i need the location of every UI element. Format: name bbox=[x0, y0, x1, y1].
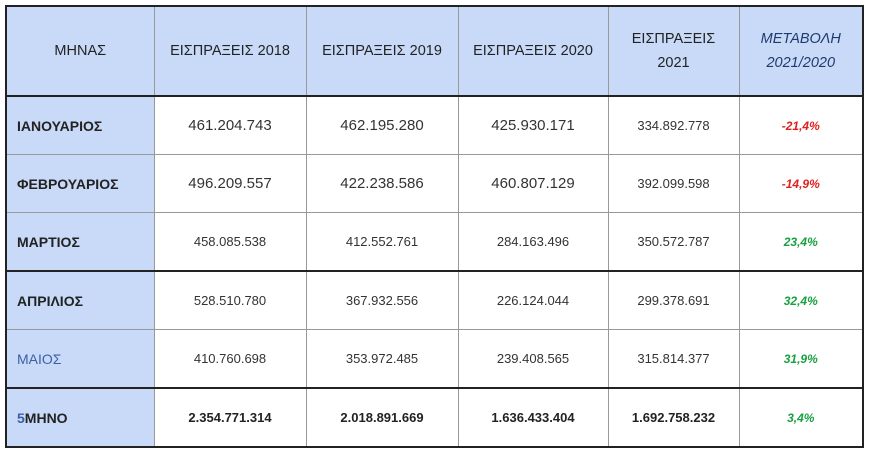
cell-text: 350.572.787 bbox=[637, 234, 710, 249]
change-cell: 23,4% bbox=[738, 212, 864, 272]
value-cell: 1.692.758.232 bbox=[607, 387, 740, 448]
value-cell: 425.930.171 bbox=[457, 95, 609, 155]
column-header: ΕΙΣΠΡΑΞΕΙΣ 2021 bbox=[607, 5, 740, 97]
table-row: ΜΑΙΟΣ 410.760.698 353.972.485 239.408.565 31… bbox=[5, 329, 864, 389]
cell-text: 3,4% bbox=[787, 410, 815, 425]
month-cell: ΜΑΙΟΣ bbox=[5, 329, 155, 389]
month-cell: ΙΑΝΟΥΑΡΙΟΣ bbox=[5, 95, 155, 155]
cell-text: 2.018.891.669 bbox=[340, 410, 424, 425]
value-cell: 458.085.538 bbox=[153, 212, 307, 272]
cell-text: 367.932.556 bbox=[345, 293, 419, 308]
cell-text: ΜΑΡΤΙΟΣ bbox=[17, 233, 80, 250]
cell-text: 32,4% bbox=[783, 293, 818, 308]
cell-text: 422.238.586 bbox=[340, 175, 424, 192]
value-cell: 334.892.778 bbox=[607, 95, 740, 155]
cell-text: 496.209.557 bbox=[188, 175, 272, 192]
value-cell: 496.209.557 bbox=[153, 154, 307, 213]
cell-text: 239.408.565 bbox=[496, 351, 570, 366]
value-cell: 460.807.129 bbox=[457, 154, 609, 213]
month-cell: ΑΠΡΙΛΙΟΣ bbox=[5, 270, 155, 330]
change-cell: -14,9% bbox=[738, 154, 864, 213]
change-cell: 31,9% bbox=[738, 329, 864, 389]
month-cell: 5ΜΗΝΟ bbox=[5, 387, 155, 448]
cell-text: ΙΑΝΟΥΑΡΙΟΣ bbox=[17, 117, 103, 134]
value-cell: 350.572.787 bbox=[607, 212, 740, 272]
cell-text: 284.163.496 bbox=[496, 234, 570, 249]
cell-text: -14,9% bbox=[781, 176, 820, 191]
value-cell: 367.932.556 bbox=[305, 270, 459, 330]
cell-text: -21,4% bbox=[781, 118, 820, 133]
cell-text: 226.124.044 bbox=[496, 293, 570, 308]
column-header: ΕΙΣΠΡΑΞΕΙΣ 2018 bbox=[153, 5, 307, 97]
cell-text: 299.378.691 bbox=[637, 293, 710, 308]
revenue-table: ΜΗΝΑΣ ΕΙΣΠΡΑΞΕΙΣ 2018 ΕΙΣΠΡΑΞΕΙΣ 2019 ΕΙΣΠΡ… bbox=[5, 5, 864, 448]
value-cell: 226.124.044 bbox=[457, 270, 609, 330]
cell-text: 23,4% bbox=[783, 234, 818, 249]
value-cell: 2.018.891.669 bbox=[305, 387, 459, 448]
value-cell: 392.099.598 bbox=[607, 154, 740, 213]
value-cell: 412.552.761 bbox=[305, 212, 459, 272]
cell-text: 410.760.698 bbox=[193, 351, 267, 366]
column-header: ΕΙΣΠΡΑΞΕΙΣ 2020 bbox=[457, 5, 609, 97]
table-row: ΦΕΒΡΟΥΑΡΙΟΣ 496.209.557 422.238.586 460.807… bbox=[5, 154, 864, 213]
cell-text: 528.510.780 bbox=[193, 293, 267, 308]
cell-text: 392.099.598 bbox=[637, 176, 710, 191]
value-cell: 461.204.743 bbox=[153, 95, 307, 155]
cell-text: ΜΑΙΟΣ bbox=[17, 350, 62, 367]
change-cell: 3,4% bbox=[738, 387, 864, 448]
table-body: ΙΑΝΟΥΑΡΙΟΣ 461.204.743 462.195.280 425.930.… bbox=[5, 95, 864, 448]
cell-text: 2.354.771.314 bbox=[188, 410, 272, 425]
table-row: ΙΑΝΟΥΑΡΙΟΣ 461.204.743 462.195.280 425.930.… bbox=[5, 95, 864, 155]
value-cell: 353.972.485 bbox=[305, 329, 459, 389]
cell-text: 5ΜΗΝΟ bbox=[17, 409, 68, 426]
cell-text: 412.552.761 bbox=[345, 234, 419, 249]
change-cell: 32,4% bbox=[738, 270, 864, 330]
table-row: ΜΑΡΤΙΟΣ 458.085.538 412.552.761 284.163.496… bbox=[5, 212, 864, 272]
value-cell: 239.408.565 bbox=[457, 329, 609, 389]
cell-text: 458.085.538 bbox=[193, 234, 267, 249]
value-cell: 315.814.377 bbox=[607, 329, 740, 389]
cell-text: 353.972.485 bbox=[345, 351, 419, 366]
cell-text: 1.692.758.232 bbox=[631, 410, 716, 425]
value-cell: 528.510.780 bbox=[153, 270, 307, 330]
value-cell: 2.354.771.314 bbox=[153, 387, 307, 448]
cell-text: 334.892.778 bbox=[637, 118, 710, 133]
cell-text: 461.204.743 bbox=[188, 117, 272, 134]
value-cell: 1.636.433.404 bbox=[457, 387, 609, 448]
cell-text: 462.195.280 bbox=[340, 117, 424, 134]
value-cell: 410.760.698 bbox=[153, 329, 307, 389]
table-row: ΑΠΡΙΛΙΟΣ 528.510.780 367.932.556 226.124.04… bbox=[5, 270, 864, 330]
cell-text: 315.814.377 bbox=[637, 351, 710, 366]
month-cell: ΦΕΒΡΟΥΑΡΙΟΣ bbox=[5, 154, 155, 213]
column-header: ΜΗΝΑΣ bbox=[5, 5, 155, 97]
value-cell: 462.195.280 bbox=[305, 95, 459, 155]
cell-text: 31,9% bbox=[783, 351, 818, 366]
value-cell: 422.238.586 bbox=[305, 154, 459, 213]
column-header: ΜΕΤΑΒΟΛΗ 2021/2020 bbox=[738, 5, 864, 97]
value-cell: 284.163.496 bbox=[457, 212, 609, 272]
header-row: ΜΗΝΑΣ ΕΙΣΠΡΑΞΕΙΣ 2018 ΕΙΣΠΡΑΞΕΙΣ 2019 ΕΙΣΠΡ… bbox=[5, 5, 864, 97]
cell-text: 1.636.433.404 bbox=[491, 410, 575, 425]
cell-text: 425.930.171 bbox=[491, 117, 575, 134]
cell-text: ΦΕΒΡΟΥΑΡΙΟΣ bbox=[17, 175, 119, 192]
table-row: 5ΜΗΝΟ 2.354.771.314 2.018.891.669 1.636.433… bbox=[5, 387, 864, 448]
month-cell: ΜΑΡΤΙΟΣ bbox=[5, 212, 155, 272]
change-cell: -21,4% bbox=[738, 95, 864, 155]
cell-text: 460.807.129 bbox=[491, 175, 575, 192]
column-header: ΕΙΣΠΡΑΞΕΙΣ 2019 bbox=[305, 5, 459, 97]
cell-text: ΑΠΡΙΛΙΟΣ bbox=[17, 292, 83, 309]
value-cell: 299.378.691 bbox=[607, 270, 740, 330]
